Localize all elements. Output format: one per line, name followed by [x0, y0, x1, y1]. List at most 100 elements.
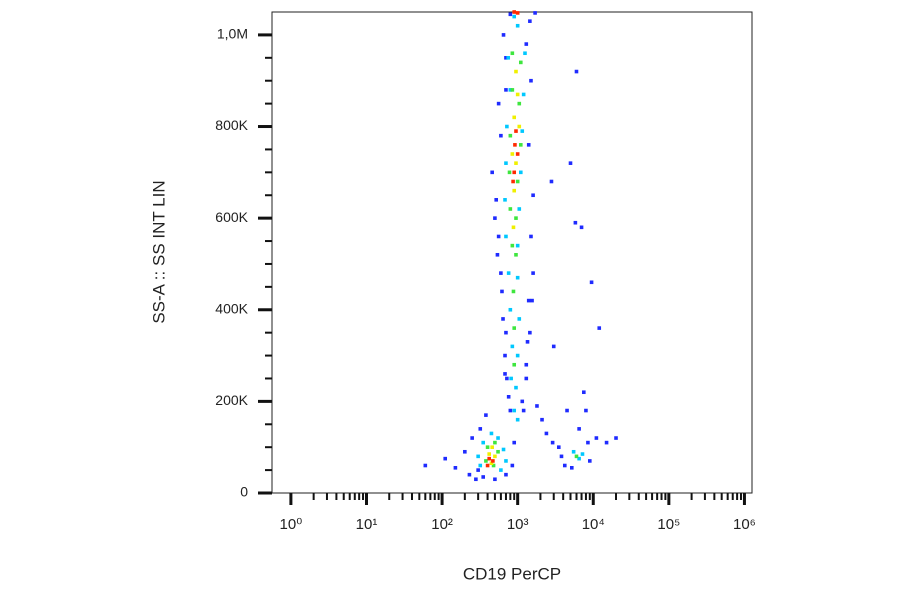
point — [496, 436, 500, 440]
point — [529, 78, 533, 83]
point — [517, 101, 522, 106]
point — [515, 353, 520, 358]
y-tick-label: 1,0M — [217, 26, 248, 42]
point — [478, 427, 483, 431]
y-axis-title: SS-A :: SS INT LIN — [149, 180, 168, 323]
point — [493, 440, 497, 445]
point — [484, 459, 488, 463]
point — [517, 317, 522, 321]
point — [504, 161, 508, 165]
point — [484, 413, 488, 417]
point — [493, 477, 497, 482]
point — [573, 220, 578, 225]
point — [510, 88, 515, 92]
x-tick-label: 10¹ — [356, 516, 378, 533]
point — [493, 454, 497, 459]
point — [463, 449, 467, 454]
point — [510, 243, 515, 248]
point — [489, 431, 494, 436]
point — [507, 170, 512, 175]
point — [531, 193, 535, 198]
point — [508, 408, 513, 413]
point — [514, 252, 518, 257]
point — [470, 436, 474, 440]
point — [485, 463, 490, 468]
point — [513, 143, 517, 147]
x-axis-title: CD19 PerCP — [463, 564, 561, 583]
point — [512, 326, 517, 330]
point — [508, 307, 513, 312]
point — [577, 427, 581, 431]
point — [597, 326, 602, 330]
point — [577, 456, 581, 461]
point — [505, 376, 509, 381]
point — [512, 115, 517, 120]
point — [508, 88, 513, 92]
point — [504, 234, 508, 239]
point — [512, 440, 517, 445]
point — [515, 23, 520, 28]
point — [481, 440, 486, 445]
point — [518, 170, 523, 175]
point — [569, 466, 574, 470]
point — [496, 101, 501, 106]
point — [515, 417, 520, 422]
point — [500, 289, 504, 294]
point — [526, 298, 531, 303]
point — [523, 51, 527, 56]
point — [499, 468, 503, 472]
point — [508, 12, 513, 17]
x-tick-label: 10² — [431, 516, 453, 533]
x-tick-label: 10³ — [507, 516, 529, 533]
point — [528, 330, 532, 335]
point — [515, 152, 520, 156]
point — [481, 475, 486, 479]
x-tick-label: 10⁶ — [733, 516, 756, 533]
point — [524, 362, 529, 367]
point — [510, 51, 515, 56]
point — [511, 179, 515, 184]
point — [423, 463, 428, 468]
point — [528, 19, 532, 23]
point — [588, 459, 592, 463]
point — [514, 129, 518, 133]
point — [496, 234, 501, 239]
point — [505, 124, 509, 129]
point — [594, 436, 599, 440]
point — [504, 459, 508, 463]
point — [493, 216, 497, 220]
point — [495, 252, 500, 257]
point — [540, 417, 544, 422]
point — [491, 463, 496, 468]
point — [503, 353, 507, 358]
point — [476, 468, 480, 472]
point — [579, 225, 584, 230]
point — [508, 207, 513, 211]
point — [515, 243, 520, 248]
point — [521, 408, 526, 413]
point — [520, 399, 525, 404]
point — [559, 454, 564, 459]
point — [476, 454, 480, 459]
point — [501, 317, 505, 321]
point — [489, 461, 494, 466]
point — [503, 372, 507, 376]
point — [510, 344, 515, 349]
point — [499, 271, 503, 275]
point — [515, 275, 520, 280]
point — [549, 179, 554, 184]
x-tick-label: 10⁵ — [657, 516, 680, 533]
point — [467, 472, 472, 477]
point — [526, 143, 531, 147]
point — [515, 11, 520, 15]
point — [514, 216, 518, 220]
x-tick-label: 10⁴ — [582, 516, 605, 533]
point — [494, 198, 499, 202]
point — [531, 271, 535, 275]
point — [614, 436, 618, 440]
point — [565, 408, 569, 413]
point — [511, 225, 516, 230]
point — [514, 69, 518, 74]
point — [474, 477, 478, 482]
point — [504, 88, 508, 92]
